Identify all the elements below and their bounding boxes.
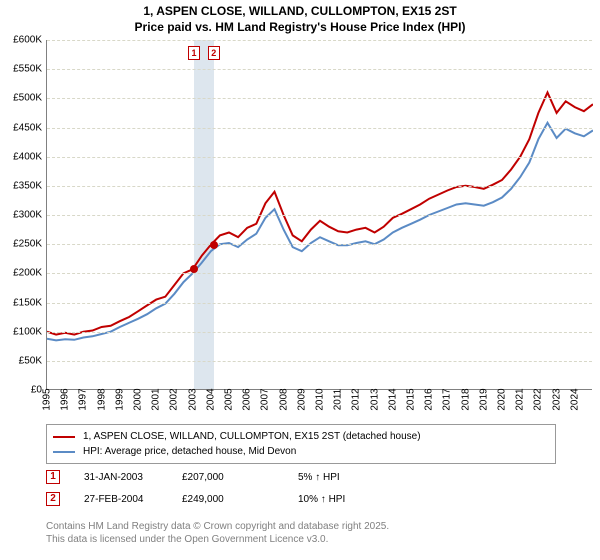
chart-area: 1995 1996 1997 1998 1999 2000 2001 2002 2003 2004… (8, 40, 592, 410)
x-tick-label: 2017 (442, 388, 453, 410)
x-tick-label: 2016 (424, 388, 435, 410)
y-gridline (47, 157, 592, 158)
series-line-hpi (47, 123, 593, 341)
x-tick-label: 2022 (533, 388, 544, 410)
y-tick-label: £250K (13, 239, 42, 250)
plot-area: 1995199619971998199920002001200220032004… (46, 40, 592, 390)
sale-pct: 5% ↑ HPI (298, 472, 418, 483)
y-tick-label: £0 (31, 385, 42, 396)
y-gridline (47, 186, 592, 187)
x-tick-label: 2024 (569, 388, 580, 410)
legend-row-2: HPI: Average price, detached house, Mid … (53, 444, 549, 459)
sale-pct: 10% ↑ HPI (298, 494, 418, 505)
sale-dot (210, 241, 218, 249)
x-tick-label: 2011 (333, 389, 344, 411)
y-tick-label: £550K (13, 64, 42, 75)
footnote-line-2: This data is licensed under the Open Gov… (46, 533, 556, 546)
chart-title-block: 1, ASPEN CLOSE, WILLAND, CULLOMPTON, EX1… (0, 0, 600, 37)
y-tick-label: £300K (13, 210, 42, 221)
y-tick-label: £50K (19, 355, 42, 366)
x-tick-label: 2008 (278, 388, 289, 410)
table-row: 2 27-FEB-2004 £249,000 10% ↑ HPI (46, 488, 556, 510)
x-tick-label: 1995 (42, 388, 53, 410)
y-gridline (47, 128, 592, 129)
y-tick-label: £100K (13, 326, 42, 337)
y-tick-label: £450K (13, 122, 42, 133)
legend-swatch-2 (53, 451, 75, 453)
footnote: Contains HM Land Registry data © Crown c… (46, 520, 556, 546)
x-tick-label: 1998 (96, 388, 107, 410)
sale-marker-box: 1 (188, 46, 200, 60)
y-gridline (47, 303, 592, 304)
y-gridline (47, 215, 592, 216)
y-gridline (47, 244, 592, 245)
x-tick-label: 2000 (133, 388, 144, 410)
x-tick-label: 2020 (497, 388, 508, 410)
y-tick-label: £200K (13, 268, 42, 279)
y-gridline (47, 332, 592, 333)
y-gridline (47, 40, 592, 41)
legend-swatch-1 (53, 436, 75, 438)
x-tick-label: 2015 (406, 388, 417, 410)
x-tick-label: 1999 (114, 388, 125, 410)
y-gridline (47, 361, 592, 362)
table-row: 1 31-JAN-2003 £207,000 5% ↑ HPI (46, 466, 556, 488)
y-gridline (47, 273, 592, 274)
x-tick-label: 2019 (478, 388, 489, 410)
sale-price: £207,000 (182, 472, 292, 483)
sales-table: 1 31-JAN-2003 £207,000 5% ↑ HPI 2 27-FEB… (46, 466, 556, 510)
x-tick-label: 2002 (169, 388, 180, 410)
sale-dot (190, 265, 198, 273)
sale-marker-box: 2 (208, 46, 220, 60)
x-tick-label: 2004 (205, 388, 216, 410)
x-tick-label: 2007 (260, 388, 271, 410)
sale-price: £249,000 (182, 494, 292, 505)
x-tick-label: 2005 (224, 388, 235, 410)
x-tick-label: 2014 (387, 388, 398, 410)
x-tick-label: 2023 (551, 388, 562, 410)
x-tick-label: 1997 (78, 388, 89, 410)
y-tick-label: £600K (13, 35, 42, 46)
y-gridline (47, 98, 592, 99)
title-line-1: 1, ASPEN CLOSE, WILLAND, CULLOMPTON, EX1… (0, 4, 600, 20)
legend-box: 1, ASPEN CLOSE, WILLAND, CULLOMPTON, EX1… (46, 424, 556, 464)
x-tick-label: 2021 (515, 388, 526, 410)
sale-index-box: 1 (46, 470, 60, 484)
y-tick-label: £400K (13, 151, 42, 162)
x-tick-label: 2018 (460, 388, 471, 410)
x-tick-label: 2009 (296, 388, 307, 410)
legend-label-2: HPI: Average price, detached house, Mid … (83, 444, 296, 459)
x-tick-label: 2001 (151, 388, 162, 410)
legend-row-1: 1, ASPEN CLOSE, WILLAND, CULLOMPTON, EX1… (53, 429, 549, 444)
x-tick-label: 2006 (242, 388, 253, 410)
sale-date: 31-JAN-2003 (66, 472, 176, 483)
x-tick-label: 1996 (60, 388, 71, 410)
y-tick-label: £150K (13, 297, 42, 308)
y-tick-label: £500K (13, 93, 42, 104)
x-tick-label: 2010 (315, 388, 326, 410)
x-tick-label: 2012 (351, 388, 362, 410)
y-gridline (47, 69, 592, 70)
sale-index-box: 2 (46, 492, 60, 506)
sale-date: 27-FEB-2004 (66, 494, 176, 505)
footnote-line-1: Contains HM Land Registry data © Crown c… (46, 520, 556, 533)
title-line-2: Price paid vs. HM Land Registry's House … (0, 20, 600, 36)
legend-label-1: 1, ASPEN CLOSE, WILLAND, CULLOMPTON, EX1… (83, 429, 421, 444)
x-tick-label: 2013 (369, 388, 380, 410)
y-tick-label: £350K (13, 180, 42, 191)
x-tick-label: 2003 (187, 388, 198, 410)
series-line-price_paid (47, 93, 593, 335)
